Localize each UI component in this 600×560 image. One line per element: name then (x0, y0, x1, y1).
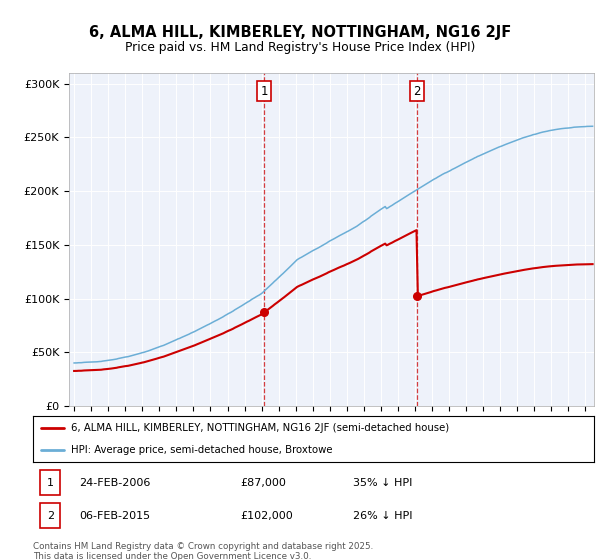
Text: Price paid vs. HM Land Registry's House Price Index (HPI): Price paid vs. HM Land Registry's House … (125, 40, 475, 54)
Text: 2: 2 (47, 511, 54, 521)
Text: 06-FEB-2015: 06-FEB-2015 (79, 511, 150, 521)
FancyBboxPatch shape (40, 470, 61, 496)
Text: 6, ALMA HILL, KIMBERLEY, NOTTINGHAM, NG16 2JF (semi-detached house): 6, ALMA HILL, KIMBERLEY, NOTTINGHAM, NG1… (71, 423, 449, 433)
Text: Contains HM Land Registry data © Crown copyright and database right 2025.
This d: Contains HM Land Registry data © Crown c… (33, 542, 373, 560)
Text: 6, ALMA HILL, KIMBERLEY, NOTTINGHAM, NG16 2JF: 6, ALMA HILL, KIMBERLEY, NOTTINGHAM, NG1… (89, 25, 511, 40)
Text: 1: 1 (47, 478, 54, 488)
FancyBboxPatch shape (40, 503, 61, 529)
Text: 24-FEB-2006: 24-FEB-2006 (79, 478, 151, 488)
Text: 2: 2 (413, 85, 421, 97)
Text: 35% ↓ HPI: 35% ↓ HPI (353, 478, 412, 488)
Text: £87,000: £87,000 (241, 478, 286, 488)
Text: 26% ↓ HPI: 26% ↓ HPI (353, 511, 412, 521)
Text: HPI: Average price, semi-detached house, Broxtowe: HPI: Average price, semi-detached house,… (71, 445, 332, 455)
Text: 1: 1 (260, 85, 268, 97)
Text: £102,000: £102,000 (241, 511, 293, 521)
